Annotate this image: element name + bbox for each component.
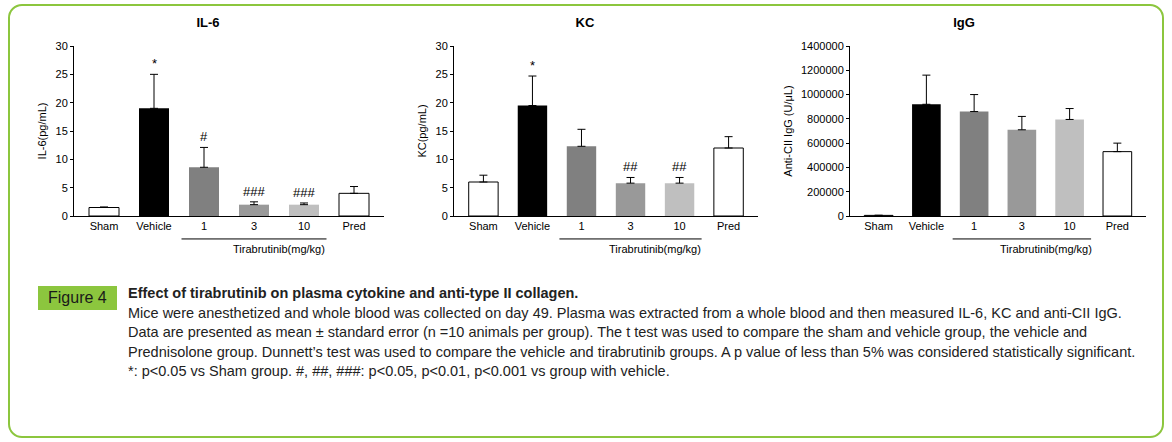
svg-text:1400000: 1400000 <box>801 40 844 52</box>
svg-text:20: 20 <box>436 97 448 109</box>
svg-text:10: 10 <box>673 220 685 232</box>
svg-text:1: 1 <box>578 220 584 232</box>
svg-text:10: 10 <box>436 153 448 165</box>
svg-text:Pred: Pred <box>1106 220 1129 232</box>
svg-text:Vehicle: Vehicle <box>909 220 944 232</box>
svg-text:##: ## <box>672 159 687 174</box>
svg-text:###: ### <box>243 184 265 199</box>
svg-text:IL-6: IL-6 <box>196 15 219 30</box>
svg-text:10: 10 <box>56 153 68 165</box>
svg-text:3: 3 <box>251 220 257 232</box>
html-text:Effect of tirabrutinib on plas: Effect of tirabrutinib on plasma cytokin… <box>128 285 579 301</box>
svg-text:Vehicle: Vehicle <box>136 220 171 232</box>
svg-text:1200000: 1200000 <box>801 64 844 76</box>
svg-text:10: 10 <box>298 220 310 232</box>
svg-text:Vehicle: Vehicle <box>515 220 550 232</box>
svg-text:Tirabrutinib(mg/kg): Tirabrutinib(mg/kg) <box>233 243 325 255</box>
svg-text:Tirabrutinib(mg/kg): Tirabrutinib(mg/kg) <box>609 243 701 255</box>
svg-text:IgG: IgG <box>953 15 975 30</box>
svg-text:##: ## <box>623 159 638 174</box>
svg-text:1: 1 <box>201 220 207 232</box>
svg-text:1: 1 <box>971 220 977 232</box>
html-text:Figure 4: Figure 4 <box>48 289 107 306</box>
svg-text:KC(pg/mL): KC(pg/mL) <box>416 104 428 157</box>
svg-text:600000: 600000 <box>807 137 844 149</box>
svg-text:Tirabrutinib(mg/kg): Tirabrutinib(mg/kg) <box>1000 243 1092 255</box>
svg-text:30: 30 <box>436 40 448 52</box>
svg-text:400000: 400000 <box>807 161 844 173</box>
svg-text:5: 5 <box>62 182 68 194</box>
svg-text:10: 10 <box>1063 220 1075 232</box>
svg-text:0: 0 <box>838 210 844 222</box>
svg-text:*: * <box>530 58 535 73</box>
svg-text:15: 15 <box>436 125 448 137</box>
svg-text:KC: KC <box>576 15 595 30</box>
svg-text:0: 0 <box>62 210 68 222</box>
svg-text:Sham: Sham <box>90 220 119 232</box>
svg-text:Pred: Pred <box>342 220 365 232</box>
svg-text:800000: 800000 <box>807 113 844 125</box>
svg-text:30: 30 <box>56 40 68 52</box>
svg-text:3: 3 <box>1019 220 1025 232</box>
svg-text:Pred: Pred <box>717 220 740 232</box>
svg-text:###: ### <box>293 185 315 200</box>
svg-text:1000000: 1000000 <box>801 88 844 100</box>
html-text:Mice were anesthetized and who: Mice were anesthetized and whole blood w… <box>128 304 1136 379</box>
svg-text:*: * <box>152 56 157 71</box>
svg-text:0: 0 <box>442 210 448 222</box>
svg-text:Anti-CII IgG (U/μL): Anti-CII IgG (U/μL) <box>782 85 794 176</box>
svg-text:5: 5 <box>442 182 448 194</box>
svg-text:25: 25 <box>436 68 448 80</box>
svg-text:200000: 200000 <box>807 186 844 198</box>
svg-text:15: 15 <box>56 125 68 137</box>
svg-text:Sham: Sham <box>864 220 893 232</box>
svg-text:IL-6(pg/mL): IL-6(pg/mL) <box>36 103 48 160</box>
svg-text:#: # <box>200 129 208 144</box>
svg-text:Sham: Sham <box>469 220 498 232</box>
svg-text:3: 3 <box>627 220 633 232</box>
svg-text:20: 20 <box>56 97 68 109</box>
svg-text:25: 25 <box>56 68 68 80</box>
